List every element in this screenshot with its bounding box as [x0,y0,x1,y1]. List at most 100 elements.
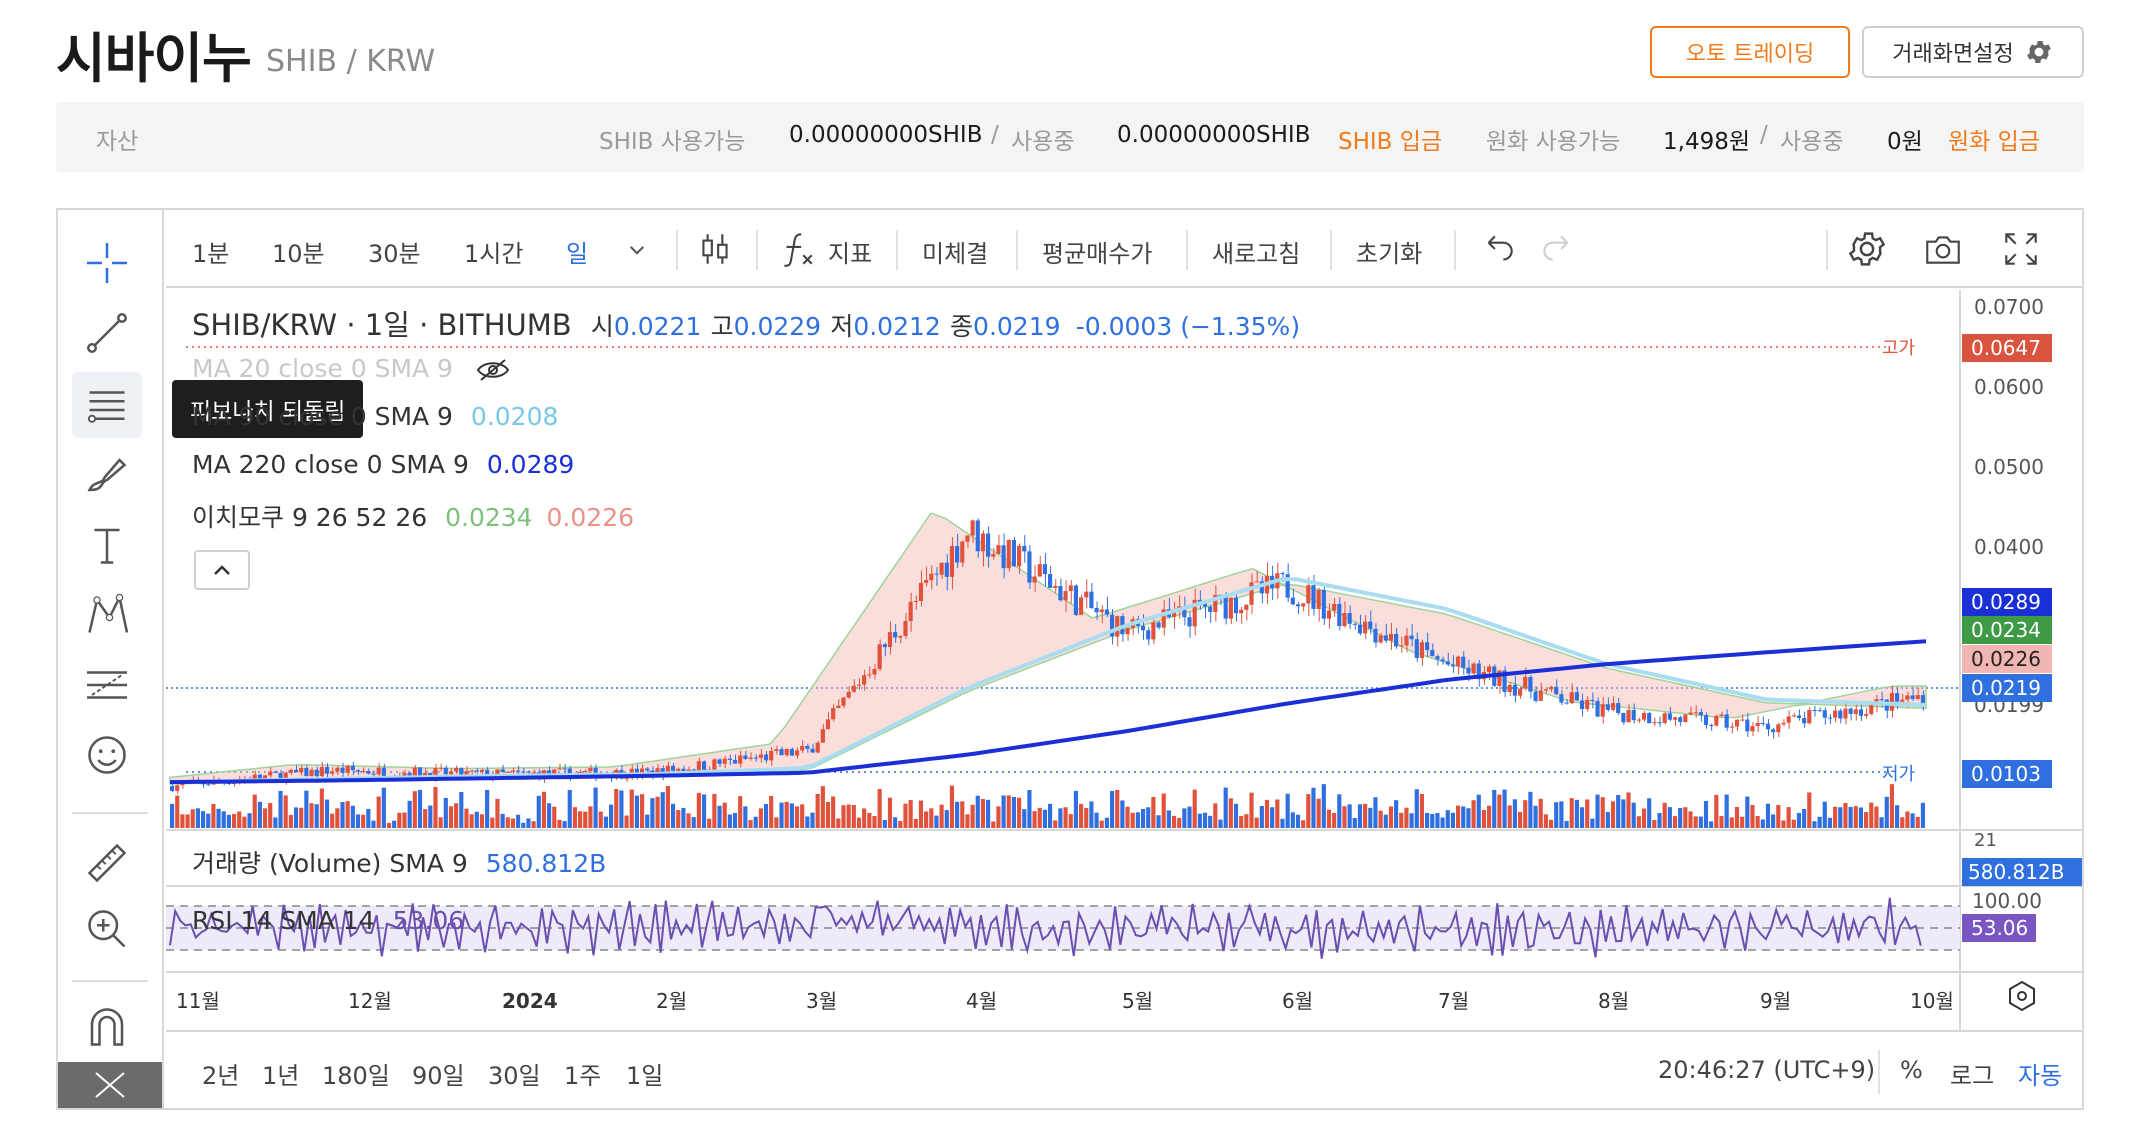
volume-bar [583,811,588,828]
log-toggle[interactable]: 로그 [1950,1062,1995,1090]
candle [1078,597,1084,615]
text-tool[interactable] [72,512,142,578]
volume-bar [1032,811,1037,828]
interval-1h[interactable]: 1시간 [464,240,524,268]
candle [1869,704,1874,715]
volume-bar [1724,794,1729,828]
candle [1352,623,1357,625]
range-1d[interactable]: 1일 [626,1062,664,1090]
candle [934,573,939,575]
volume-bar [1058,808,1063,828]
avg-price-button[interactable]: 평균매수가 [1042,240,1153,268]
volume-bar [1347,804,1352,828]
candle [423,772,428,777]
volume-bar [1140,808,1146,828]
fullscreen-icon[interactable] [2000,228,2042,270]
volume-bar [1321,784,1326,828]
chart-area[interactable]: 0.0700 0.0600 0.0500 0.0400 0.0199 고가 0.… [166,290,2084,1030]
legend-ma220[interactable]: MA 220 close 0 SMA 9 0.0289 [192,450,574,479]
volume-bar [531,821,536,828]
candle [438,767,443,769]
pair-label: SHIB / KRW [266,44,436,79]
candle [459,767,464,776]
clock[interactable]: 20:46:27 (UTC+9) [1658,1056,1876,1084]
candlestick-icon[interactable] [694,228,736,270]
candle [701,761,707,770]
volume-bar [831,796,836,828]
volume-bar [949,785,955,828]
candle [1910,695,1915,699]
settings-icon[interactable] [1846,228,1888,270]
undo-icon[interactable] [1476,228,1518,270]
volume-bar [1115,790,1120,828]
forecast-tool[interactable] [72,652,142,718]
indicators-button[interactable]: 지표 [828,240,873,268]
volume-bar [247,813,252,828]
candle [1058,585,1063,601]
price-chart[interactable]: 0.0700 0.0600 0.0500 0.0400 0.0199 고가 0.… [166,290,2084,1030]
more-tools-button[interactable] [58,1062,162,1108]
legend-rsi[interactable]: RSI 14 SMA 14 53.06 [192,906,464,935]
chevron-down-icon[interactable] [616,228,658,270]
legend-ichimoku[interactable]: 이치모쿠 9 26 52 26 0.0234 0.0226 [192,498,634,534]
volume-bar [454,803,459,828]
candle [314,769,319,777]
volume-bar [1523,800,1528,828]
shib-available-value: 0.00000000SHIB [789,122,983,148]
camera-icon[interactable] [1922,228,1964,270]
range-180d[interactable]: 180일 [322,1062,390,1090]
candle [1378,635,1383,643]
legend-ma20[interactable]: MA 20 close 0 SMA 9 [192,354,511,383]
screen-settings-button[interactable]: 거래화면설정 [1862,26,2084,78]
reset-scale-icon[interactable] [2009,980,2035,1012]
eye-hidden-icon[interactable] [475,358,511,382]
brush-tool[interactable] [72,442,142,508]
range-30d[interactable]: 30일 [488,1062,541,1090]
emoji-tool[interactable] [72,722,142,788]
crosshair-tool[interactable] [72,230,142,296]
candle [1590,699,1595,701]
legend-ma90[interactable]: MA 90 close 0 SMA 9 0.0208 [192,402,558,431]
krw-in-use-label: 사용중 [1780,129,1844,155]
range-1y[interactable]: 1년 [262,1062,300,1090]
candle [1063,591,1068,601]
range-1w[interactable]: 1주 [564,1062,602,1090]
legend-volume[interactable]: 거래량 (Volume) SMA 9 580.812B [192,844,606,880]
interval-10m[interactable]: 10분 [272,240,325,268]
legend-collapse-button[interactable] [194,550,250,590]
fibonacci-tool[interactable] [72,372,142,438]
zoom-tool[interactable] [72,896,142,962]
magnet-tool[interactable] [72,994,142,1060]
volume-bar [1652,820,1657,828]
ruler-tool[interactable] [72,830,142,896]
volume-bar [732,812,738,828]
coin-title: 시바이누 [56,27,252,90]
auto-toggle[interactable]: 자동 [2018,1062,2063,1090]
auto-trading-button[interactable]: 오토 트레이딩 [1650,26,1850,78]
volume-bar [1512,799,1517,828]
candle [319,767,324,777]
interval-30m[interactable]: 30분 [368,240,421,268]
candle [1399,645,1404,647]
volume-bar [789,803,794,828]
shib-deposit-link[interactable]: SHIB 입금 [1338,129,1443,155]
candle [1089,591,1094,609]
interval-day[interactable]: 일 [566,240,589,268]
volume-bar [386,822,392,828]
refresh-button[interactable]: 새로고침 [1212,240,1301,268]
unfilled-button[interactable]: 미체결 [922,240,989,268]
pattern-tool[interactable] [72,582,142,648]
trendline-tool[interactable] [72,300,142,366]
reset-button[interactable]: 초기화 [1356,240,1423,268]
candle [918,582,924,601]
interval-1m[interactable]: 1분 [192,240,230,268]
candle [1740,719,1745,721]
tool-divider [72,980,148,982]
percent-toggle[interactable]: % [1900,1056,1923,1084]
toolbar-divider [1016,230,1018,270]
range-2y[interactable]: 2년 [202,1062,240,1090]
krw-deposit-link[interactable]: 원화 입금 [1948,129,2040,155]
indicator-fx-icon[interactable] [776,228,818,270]
range-90d[interactable]: 90일 [412,1062,465,1090]
redo-icon[interactable] [1538,228,1580,270]
